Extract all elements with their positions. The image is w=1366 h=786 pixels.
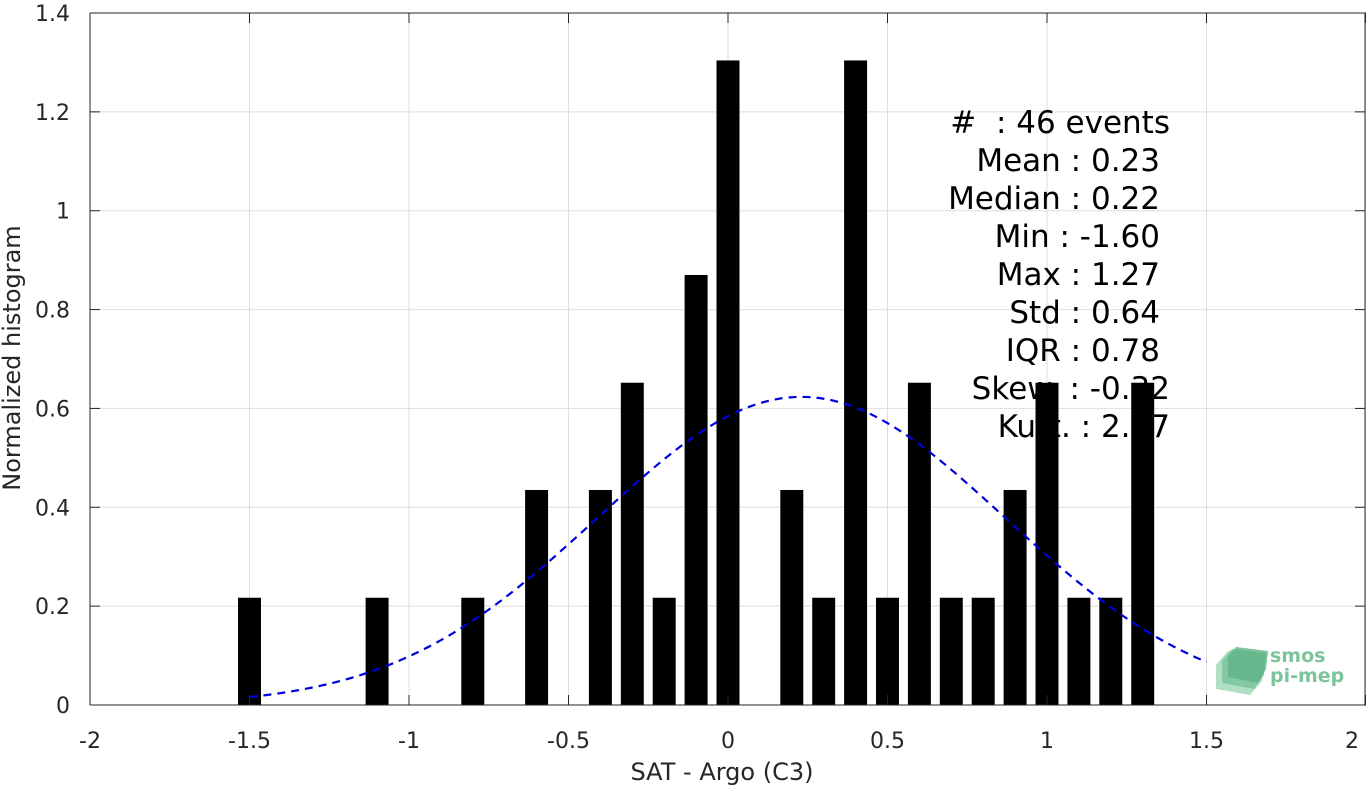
x-tick-label: 0 bbox=[721, 729, 735, 754]
histogram-bar bbox=[780, 489, 804, 705]
gaussian-fit-curve bbox=[249, 395, 1207, 699]
x-tick-label: 1.5 bbox=[1189, 729, 1224, 754]
stat-count: # : 46 events bbox=[950, 105, 1170, 141]
x-tick-label: -1.5 bbox=[228, 729, 271, 754]
stat-min: Min : -1.60 bbox=[994, 219, 1160, 255]
y-tick-label: 0 bbox=[56, 694, 70, 719]
histogram-bar bbox=[525, 489, 549, 705]
x-tick-labels: -2 -1.5 -1 -0.5 0 0.5 1 1.5 2 bbox=[79, 729, 1359, 754]
axes-frame bbox=[89, 12, 1366, 706]
y-axis-label: Normalized histogram bbox=[0, 225, 26, 490]
histogram-bar bbox=[939, 597, 963, 705]
y-tick-label: 0.8 bbox=[35, 299, 70, 324]
histogram-bar bbox=[461, 597, 485, 705]
histogram-bar bbox=[238, 597, 261, 705]
x-tick-label: 2 bbox=[1345, 729, 1359, 754]
histogram-bar bbox=[652, 597, 676, 705]
histogram-bar bbox=[588, 489, 612, 705]
histogram-bar bbox=[907, 382, 931, 705]
histogram-bar bbox=[876, 597, 899, 705]
y-tick-label: 1.4 bbox=[35, 2, 70, 27]
y-tick-label: 1.2 bbox=[35, 101, 70, 126]
x-axis-label: SAT - Argo (C3) bbox=[631, 758, 814, 786]
logo-line-smos: smos bbox=[1270, 645, 1326, 667]
histogram-bar bbox=[365, 597, 389, 705]
smos-pimep-logo-icon bbox=[1216, 647, 1268, 695]
histogram-bar bbox=[812, 597, 836, 705]
y-tick-labels: 0 0.2 0.4 0.6 0.8 1 1.2 1.4 bbox=[35, 2, 70, 719]
stat-skewness: Skew. : -0.32 bbox=[971, 371, 1170, 407]
stat-kurtosis: Kurt. : 2.87 bbox=[997, 409, 1170, 445]
stat-mean: Mean : 0.23 bbox=[976, 143, 1160, 179]
stat-median: Median : 0.22 bbox=[948, 181, 1160, 217]
histogram-bar bbox=[1067, 597, 1091, 705]
y-tick-label: 0.6 bbox=[35, 397, 70, 422]
x-tick-label: -2 bbox=[79, 729, 101, 754]
histogram-bar bbox=[620, 382, 644, 705]
y-tick-label: 0.4 bbox=[35, 496, 70, 521]
x-tick-label: -0.5 bbox=[547, 729, 590, 754]
histogram-bar bbox=[971, 597, 995, 705]
stat-std: Std : 0.64 bbox=[1009, 295, 1160, 331]
histogram-bar bbox=[716, 60, 740, 706]
logo-text: smos pi-mep bbox=[1270, 646, 1344, 686]
histogram-bar bbox=[1035, 382, 1059, 705]
stat-iqr: IQR : 0.78 bbox=[1005, 333, 1160, 369]
histogram-bar bbox=[1003, 489, 1027, 705]
histogram-bar bbox=[1099, 597, 1123, 705]
histogram-bar bbox=[844, 60, 868, 706]
logo-line-pimep: pi-mep bbox=[1270, 665, 1345, 687]
statistics-box: # : 46 events Mean : 0.23 Median : 0.22 … bbox=[930, 104, 1170, 446]
histogram-bar bbox=[684, 274, 708, 705]
x-tick-label: 1 bbox=[1040, 729, 1054, 754]
x-tick-label: 0.5 bbox=[870, 729, 905, 754]
y-tick-label: 0.2 bbox=[35, 595, 70, 620]
x-tick-label: -1 bbox=[398, 729, 420, 754]
stat-max: Max : 1.27 bbox=[996, 257, 1160, 293]
y-tick-label: 1 bbox=[56, 200, 70, 225]
